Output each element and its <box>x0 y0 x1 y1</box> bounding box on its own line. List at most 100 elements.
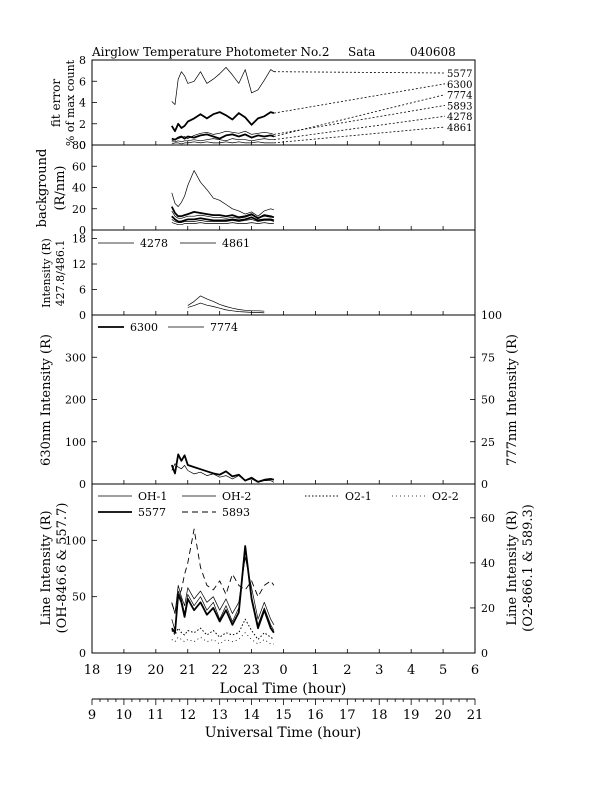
local-time-tick-label: 23 <box>243 663 260 678</box>
header: Airglow Temperature Photometer No.2 Sata… <box>91 45 456 59</box>
y-tick-label: 20 <box>72 203 86 216</box>
y-tick-label-right: 40 <box>481 557 495 570</box>
legend: 6300 7774 <box>98 321 238 334</box>
universal-time-tick-label: 11 <box>148 708 165 723</box>
series-line-5577 <box>171 545 275 634</box>
series-lines <box>170 170 275 226</box>
series-line-5893 <box>171 528 275 613</box>
y-tick-label: 2 <box>79 118 86 131</box>
series-line-4861 <box>171 141 274 145</box>
universal-time-tick-label: 15 <box>275 708 292 723</box>
panel-background: 0 20 40 60 80 background (R/nm) <box>35 139 476 237</box>
pointer-line-5577 <box>273 71 446 74</box>
y-tick-label-right: 0 <box>481 478 488 491</box>
series-line-6300 <box>170 453 275 483</box>
y-tick-label: 300 <box>65 351 86 364</box>
series-line-s1 <box>171 170 275 217</box>
y-tick-label: 100 <box>65 534 86 547</box>
universal-time-tick-label: 9 <box>88 708 96 723</box>
y-tick-label-right: 50 <box>481 394 495 407</box>
y-tick-label-right: 20 <box>481 602 495 615</box>
x-axis-label: Universal Time (hour) <box>205 725 362 741</box>
y-tick-label: 0 <box>79 224 86 237</box>
y-tick-label: 80 <box>72 139 86 152</box>
figure-title: Airglow Temperature Photometer No.2 <box>91 45 330 59</box>
pointer-line-4861 <box>273 126 446 144</box>
legend-label-OH-1: OH-1 <box>138 490 167 503</box>
local-time-axis: 18 19 20 21 22 23 0 1 2 3 4 5 6 Local Time (hour) <box>84 663 479 697</box>
y-tick-label: 8 <box>79 54 86 67</box>
universal-time-axis: 9 10 11 12 13 14 15 16 17 18 19 20 21 Universal Time… <box>88 698 483 741</box>
legend-label-O2-1: O2-1 <box>345 490 372 503</box>
local-time-tick-label: 4 <box>407 663 415 678</box>
y-axis-label-left: 630nm Intensity (R) <box>39 334 54 466</box>
x-axis-label: Local Time (hour) <box>220 681 347 697</box>
y-tick-label-right: 0 <box>481 647 488 660</box>
x-ticks: 18 19 20 21 22 23 0 1 2 3 4 5 6 <box>84 663 479 678</box>
universal-time-tick-label: 17 <box>339 708 356 723</box>
universal-time-tick-label: 18 <box>371 708 388 723</box>
local-time-tick-label: 6 <box>471 663 479 678</box>
panel-line-intensity: 0 50 100 0 20 40 60 OH-1 OH-2 O2-1 O2-2 5577 5893 L… <box>39 483 536 660</box>
series-line-4278 <box>187 302 265 314</box>
series-line-5577 <box>171 67 275 105</box>
y-axis-label-right-2: (O2-866.1 & 589.3) <box>521 504 536 632</box>
y-axis-label-2: (R/nm) <box>53 165 68 210</box>
y-tick-label-right: 100 <box>481 309 502 322</box>
date-code: 040608 <box>410 45 456 59</box>
universal-time-tick-label: 16 <box>307 708 324 723</box>
universal-time-tick-label: 20 <box>435 708 452 723</box>
local-time-tick-label: 18 <box>84 663 101 678</box>
local-time-tick-label: 0 <box>279 663 287 678</box>
y-tick-label: 6 <box>79 75 86 88</box>
series-label-6300: 6300 <box>447 80 472 91</box>
local-time-tick-label: 21 <box>179 663 196 678</box>
y-ticks: 0 100 200 300 0 25 50 75 100 <box>65 309 502 491</box>
panel-frame <box>91 314 476 485</box>
y-ticks: 0 2 4 6 8 <box>79 54 476 152</box>
series-label-7774: 7774 <box>447 91 472 102</box>
legend: 4278 4861 <box>98 237 250 250</box>
y-tick-label: 0 <box>79 478 86 491</box>
series-label-5577: 5577 <box>447 69 472 80</box>
series-lines <box>171 67 275 145</box>
y-tick-label: 6 <box>79 284 86 297</box>
y-axis-label-2: 427.8/486.1 <box>54 240 67 307</box>
local-time-tick-label: 19 <box>116 663 133 678</box>
legend: OH-1 OH-2 O2-1 O2-2 5577 5893 <box>98 490 459 519</box>
series-label-4861: 4861 <box>447 123 472 134</box>
series-line-s4 <box>171 215 275 223</box>
series-line-7774 <box>171 133 275 141</box>
y-axis-label-right: 777nm Intensity (R) <box>505 334 520 466</box>
legend-label-4861: 4861 <box>222 237 250 250</box>
series-line-6300 <box>171 111 275 133</box>
panel-frame <box>91 59 476 146</box>
local-time-tick-label: 3 <box>375 663 383 678</box>
local-time-tick-label: 5 <box>439 663 447 678</box>
local-time-tick-label: 20 <box>148 663 165 678</box>
y-ticks: 0 20 40 60 80 <box>72 139 476 237</box>
y-tick-label-right: 60 <box>481 512 495 525</box>
pointer-line-4278 <box>273 115 446 141</box>
universal-time-tick-label: 13 <box>211 708 228 723</box>
universal-time-tick-label: 10 <box>116 708 133 723</box>
y-tick-label: 12 <box>72 258 86 271</box>
series-line-s3 <box>171 210 274 219</box>
universal-time-tick-label: 21 <box>467 708 484 723</box>
y-tick-label: 50 <box>72 591 86 604</box>
universal-time-tick-label: 12 <box>179 708 196 723</box>
local-time-tick-label: 2 <box>343 663 351 678</box>
series-lines <box>171 528 275 645</box>
series-lines <box>187 295 265 314</box>
pointer-line-5893 <box>273 105 446 135</box>
panel-6300-7774: 0 100 200 300 0 25 50 75 100 6300 7774 630nm Inte… <box>39 309 520 491</box>
x-ticks: 9 10 11 12 13 14 15 16 17 18 19 20 21 <box>88 699 483 723</box>
local-time-tick-label: 22 <box>211 663 228 678</box>
series-line-s5 <box>171 219 275 223</box>
y-tick-label-right: 25 <box>481 436 495 449</box>
station-name: Sata <box>348 45 375 59</box>
y-tick-label: 18 <box>72 233 86 246</box>
y-axis-label-2: % of max count <box>64 59 77 146</box>
